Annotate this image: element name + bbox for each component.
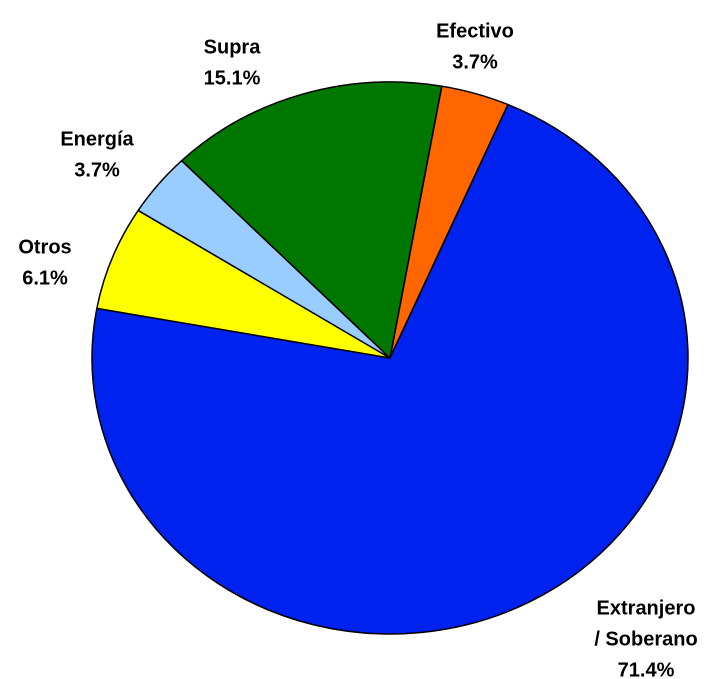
category-label-otros-0: Otros — [18, 236, 71, 258]
category-label-supra-0: Supra — [204, 36, 262, 58]
pie-slices — [91, 81, 689, 635]
value-label-extranjero-soberano: 71.4% — [618, 659, 675, 679]
value-label-otros: 6.1% — [22, 267, 68, 289]
pie-slice-extranjero-soberano — [91, 103, 689, 635]
value-label-energia: 3.7% — [74, 159, 120, 181]
pie-labels: Extranjero / Soberano 71.4% Otros 6.1% Energí… — [18, 20, 697, 679]
category-label-energia-0: Energía — [60, 128, 134, 150]
category-label-extranjero-soberano-1: / Soberano — [594, 628, 697, 650]
pie-slice-supra — [180, 81, 443, 359]
value-label-efectivo: 3.7% — [452, 51, 498, 73]
value-label-supra: 15.1% — [204, 67, 261, 89]
category-label-efectivo-0: Efectivo — [436, 20, 514, 42]
category-label-extranjero-soberano-0: Extranjero — [597, 597, 696, 619]
